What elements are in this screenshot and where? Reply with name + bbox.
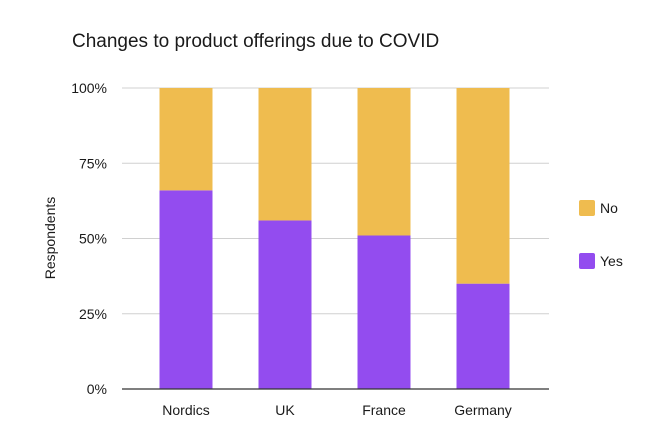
bar-yes-uk xyxy=(258,220,312,389)
x-tick-label: Germany xyxy=(454,402,512,418)
bar-yes-germany xyxy=(456,283,510,389)
bar-no-france xyxy=(357,88,411,236)
y-tick-label: 75% xyxy=(79,155,107,171)
legend-swatch-yes xyxy=(579,253,595,269)
x-tick-label: UK xyxy=(275,402,295,418)
bar-yes-nordics xyxy=(159,190,213,389)
bars xyxy=(159,88,510,389)
y-tick-label: 100% xyxy=(71,80,107,96)
bar-yes-france xyxy=(357,235,411,389)
y-tick-label: 25% xyxy=(79,306,107,322)
legend-swatch-no xyxy=(579,200,595,216)
legend: No Yes xyxy=(579,200,623,269)
bar-no-germany xyxy=(456,88,510,284)
y-axis-label: Respondents xyxy=(42,197,58,280)
y-tick-label: 0% xyxy=(87,381,107,397)
x-tick-label: France xyxy=(362,402,406,418)
bar-no-nordics xyxy=(159,88,213,191)
bar-no-uk xyxy=(258,88,312,221)
x-tick-label: Nordics xyxy=(162,402,209,418)
x-axis-ticks: Nordics UK France Germany xyxy=(162,402,512,418)
legend-label-yes: Yes xyxy=(600,253,623,269)
chart-title: Changes to product offerings due to COVI… xyxy=(72,31,439,52)
legend-label-no: No xyxy=(600,200,618,216)
y-tick-label: 50% xyxy=(79,231,107,247)
y-axis-ticks: 0% 25% 50% 75% 100% xyxy=(71,80,107,397)
